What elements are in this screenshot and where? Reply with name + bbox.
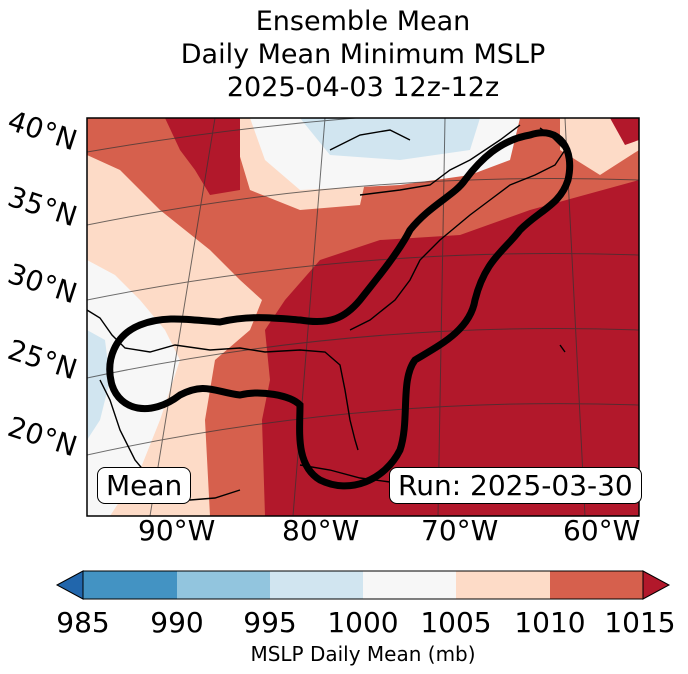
run-date-box: Run: 2025-03-30 bbox=[389, 467, 642, 504]
title-line-1: Ensemble Mean bbox=[255, 6, 471, 37]
colorbar-bin-990 bbox=[177, 571, 270, 599]
title-line-3: 2025-04-03 12z-12z bbox=[226, 72, 500, 103]
colorbar-tick-1010: 1010 bbox=[514, 606, 586, 639]
colorbar-tick-995: 995 bbox=[243, 606, 297, 639]
colorbar-tick-990: 990 bbox=[150, 606, 204, 639]
colorbar-tick-1005: 1005 bbox=[420, 606, 492, 639]
mean-label-box: Mean bbox=[97, 467, 192, 504]
lon-label-60w: 60°W bbox=[563, 514, 641, 547]
field-1015-main bbox=[262, 180, 639, 516]
lon-label-70w: 70°W bbox=[421, 514, 499, 547]
field-995-west bbox=[87, 330, 110, 440]
colorbar-tick-1015: 1015 bbox=[604, 606, 676, 639]
colorbar-bin-985 bbox=[83, 571, 177, 599]
colorbar-tick-985: 985 bbox=[56, 606, 110, 639]
colorbar-tick-1000: 1000 bbox=[327, 606, 399, 639]
colorbar-frame bbox=[82, 570, 644, 600]
lon-label-90w: 90°W bbox=[138, 514, 216, 547]
colorbar-bin-1005 bbox=[456, 571, 550, 599]
colorbar-extend-high bbox=[642, 570, 671, 600]
map-frame bbox=[86, 117, 640, 517]
ensemble-contour bbox=[106, 129, 574, 490]
lon-label-80w: 80°W bbox=[282, 514, 360, 547]
field-1000-west bbox=[87, 260, 180, 516]
colorbar-extend-low bbox=[55, 570, 84, 600]
field-995-north bbox=[300, 118, 480, 160]
colorbar-bin-995 bbox=[270, 571, 363, 599]
field-1015-northeast bbox=[610, 118, 639, 145]
title-line-2: Daily Mean Minimum MSLP bbox=[180, 39, 546, 70]
colorbar-label: MSLP Daily Mean (mb) bbox=[250, 642, 476, 666]
colorbar-bin-1010 bbox=[550, 571, 643, 599]
colorbar-bin-1000 bbox=[363, 571, 456, 599]
